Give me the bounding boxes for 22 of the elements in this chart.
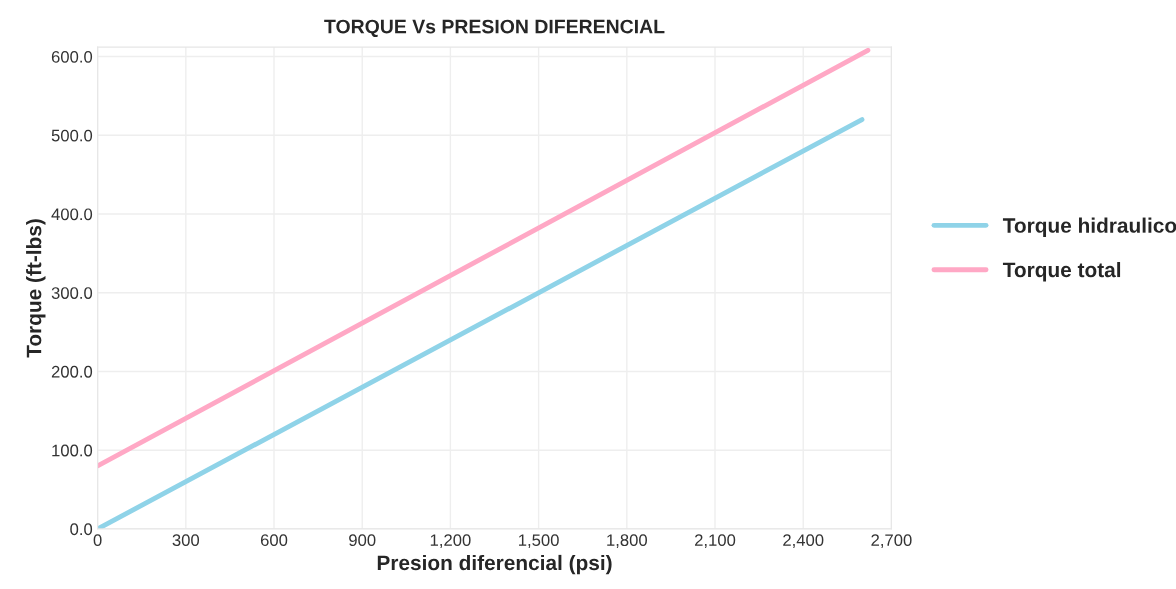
y-tick-label: 200.0 (51, 365, 93, 378)
y-tick-label: 100.0 (52, 444, 93, 457)
y-tick-label: 400.0 (51, 208, 93, 221)
legend-label: Torque hidraulico (1002, 217, 1176, 237)
x-tick-label: 1,200 (430, 534, 471, 548)
x-tick-label: 300 (172, 534, 200, 547)
x-tick-label: 2,400 (783, 534, 824, 548)
x-tick-label: 2,100 (694, 534, 736, 548)
x-tick-label: 900 (349, 534, 376, 547)
y-tick-label: 0.0 (70, 523, 93, 536)
x-tick-label: 1,800 (607, 534, 648, 548)
y-tick-label: 500.0 (51, 129, 93, 142)
x-tick-label: 1,500 (519, 534, 559, 548)
y-tick-label: 300.0 (51, 287, 93, 299)
x-tick-label: 2,700 (871, 534, 912, 548)
legend-label: Torque total (1002, 261, 1121, 282)
x-axis-title: Presion diferencial (psi) (377, 554, 612, 575)
y-axis-title: Torque (ft-lbs) (26, 219, 46, 358)
chart-title: TORQUE Vs PRESION DIFERENCIAL (324, 19, 665, 38)
y-tick-label: 600.0 (51, 50, 93, 63)
x-tick-label: 600 (260, 534, 288, 547)
x-tick-label: 0 (93, 534, 102, 547)
